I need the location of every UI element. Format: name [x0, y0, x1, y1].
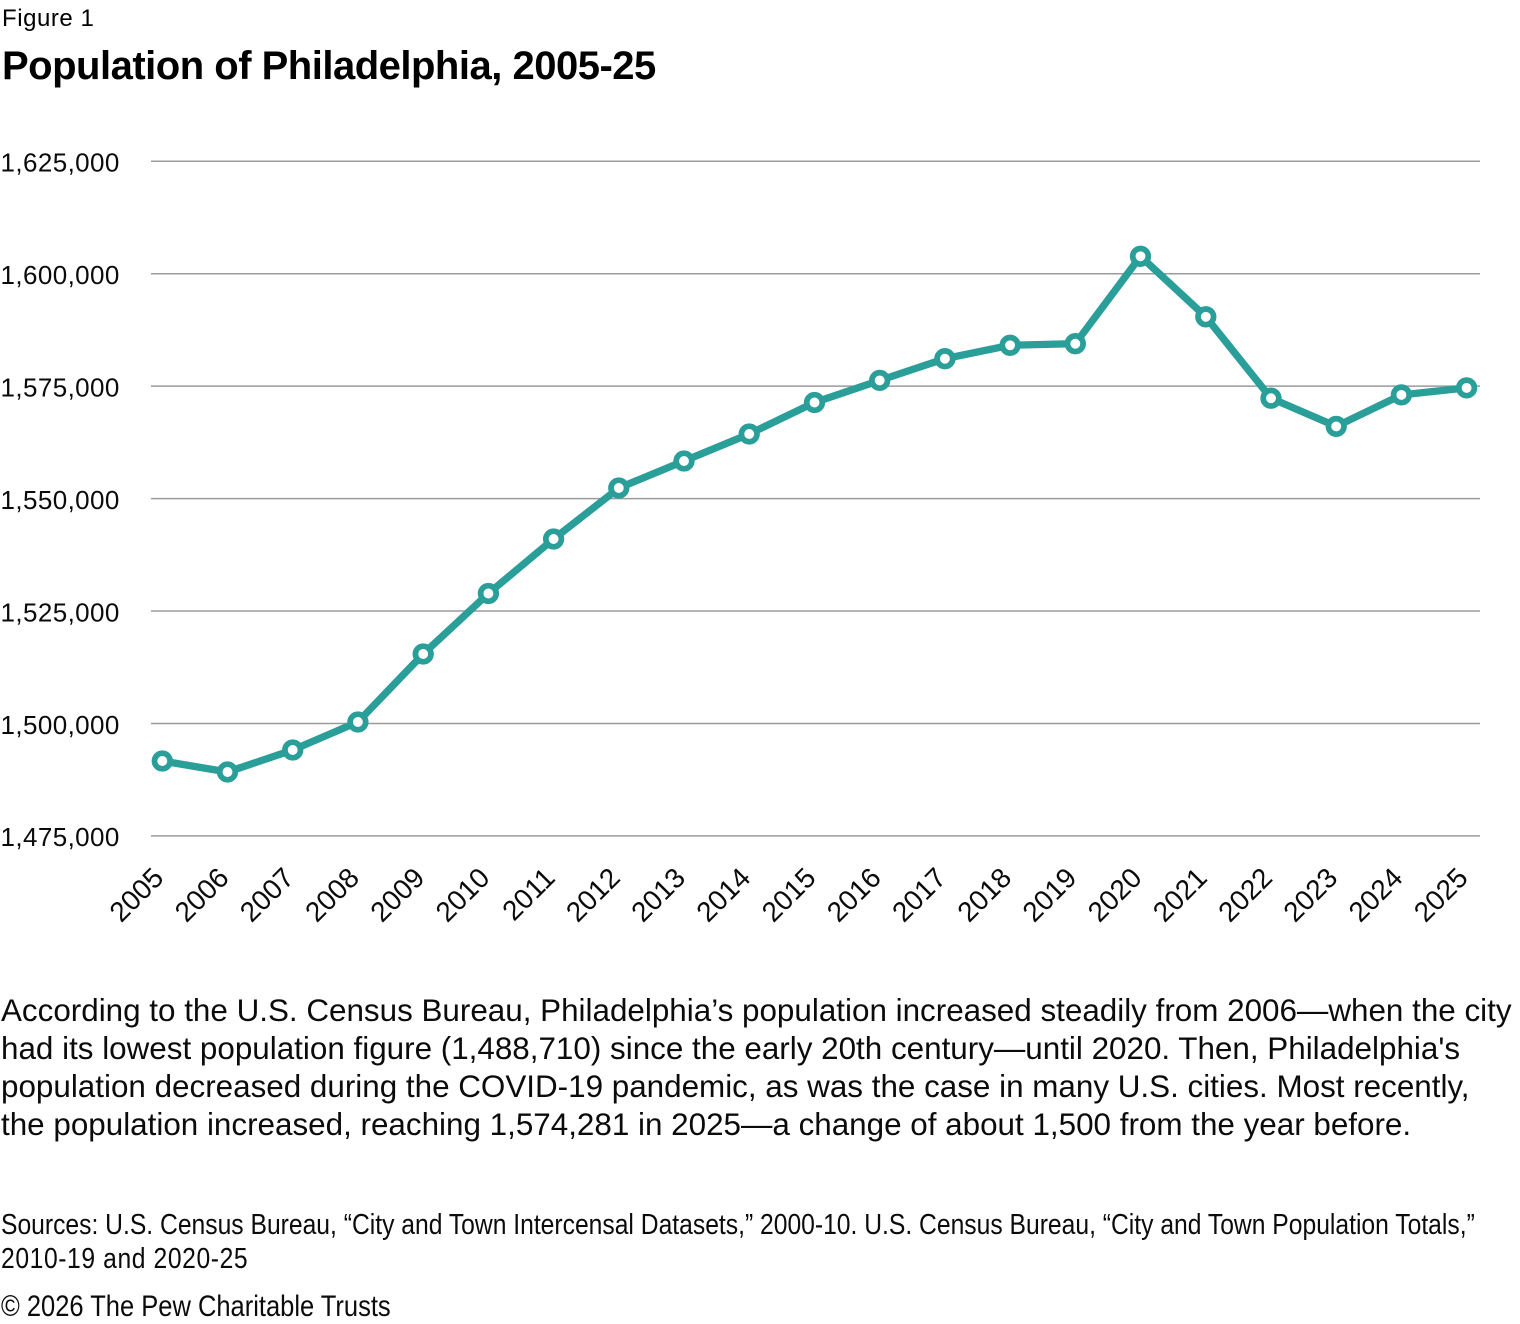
- svg-text:2010: 2010: [430, 862, 496, 928]
- svg-text:2005: 2005: [103, 862, 169, 928]
- svg-text:1,625,000: 1,625,000: [1, 148, 120, 178]
- svg-text:2014: 2014: [690, 862, 756, 928]
- svg-text:2006: 2006: [169, 862, 235, 928]
- svg-text:1,500,000: 1,500,000: [1, 710, 120, 740]
- svg-text:2022: 2022: [1212, 862, 1278, 928]
- svg-text:2025: 2025: [1408, 862, 1474, 928]
- svg-text:2017: 2017: [886, 862, 952, 928]
- svg-text:2019: 2019: [1016, 862, 1082, 928]
- svg-text:1,600,000: 1,600,000: [1, 260, 120, 290]
- svg-text:2008: 2008: [299, 862, 365, 928]
- svg-text:2012: 2012: [560, 862, 626, 928]
- svg-text:2021: 2021: [1147, 862, 1213, 928]
- svg-text:2011: 2011: [496, 862, 561, 927]
- svg-text:1,475,000: 1,475,000: [1, 822, 120, 852]
- svg-text:2024: 2024: [1343, 862, 1409, 928]
- svg-text:2018: 2018: [951, 862, 1017, 928]
- svg-text:1,525,000: 1,525,000: [1, 597, 120, 627]
- svg-text:2016: 2016: [821, 862, 887, 928]
- svg-text:2015: 2015: [756, 862, 822, 928]
- svg-text:2007: 2007: [234, 862, 300, 928]
- svg-text:1,550,000: 1,550,000: [1, 485, 120, 515]
- svg-text:2013: 2013: [625, 862, 691, 928]
- svg-text:1,575,000: 1,575,000: [1, 372, 120, 402]
- svg-text:2009: 2009: [364, 862, 430, 928]
- svg-text:2023: 2023: [1277, 862, 1343, 928]
- svg-text:2020: 2020: [1082, 862, 1148, 928]
